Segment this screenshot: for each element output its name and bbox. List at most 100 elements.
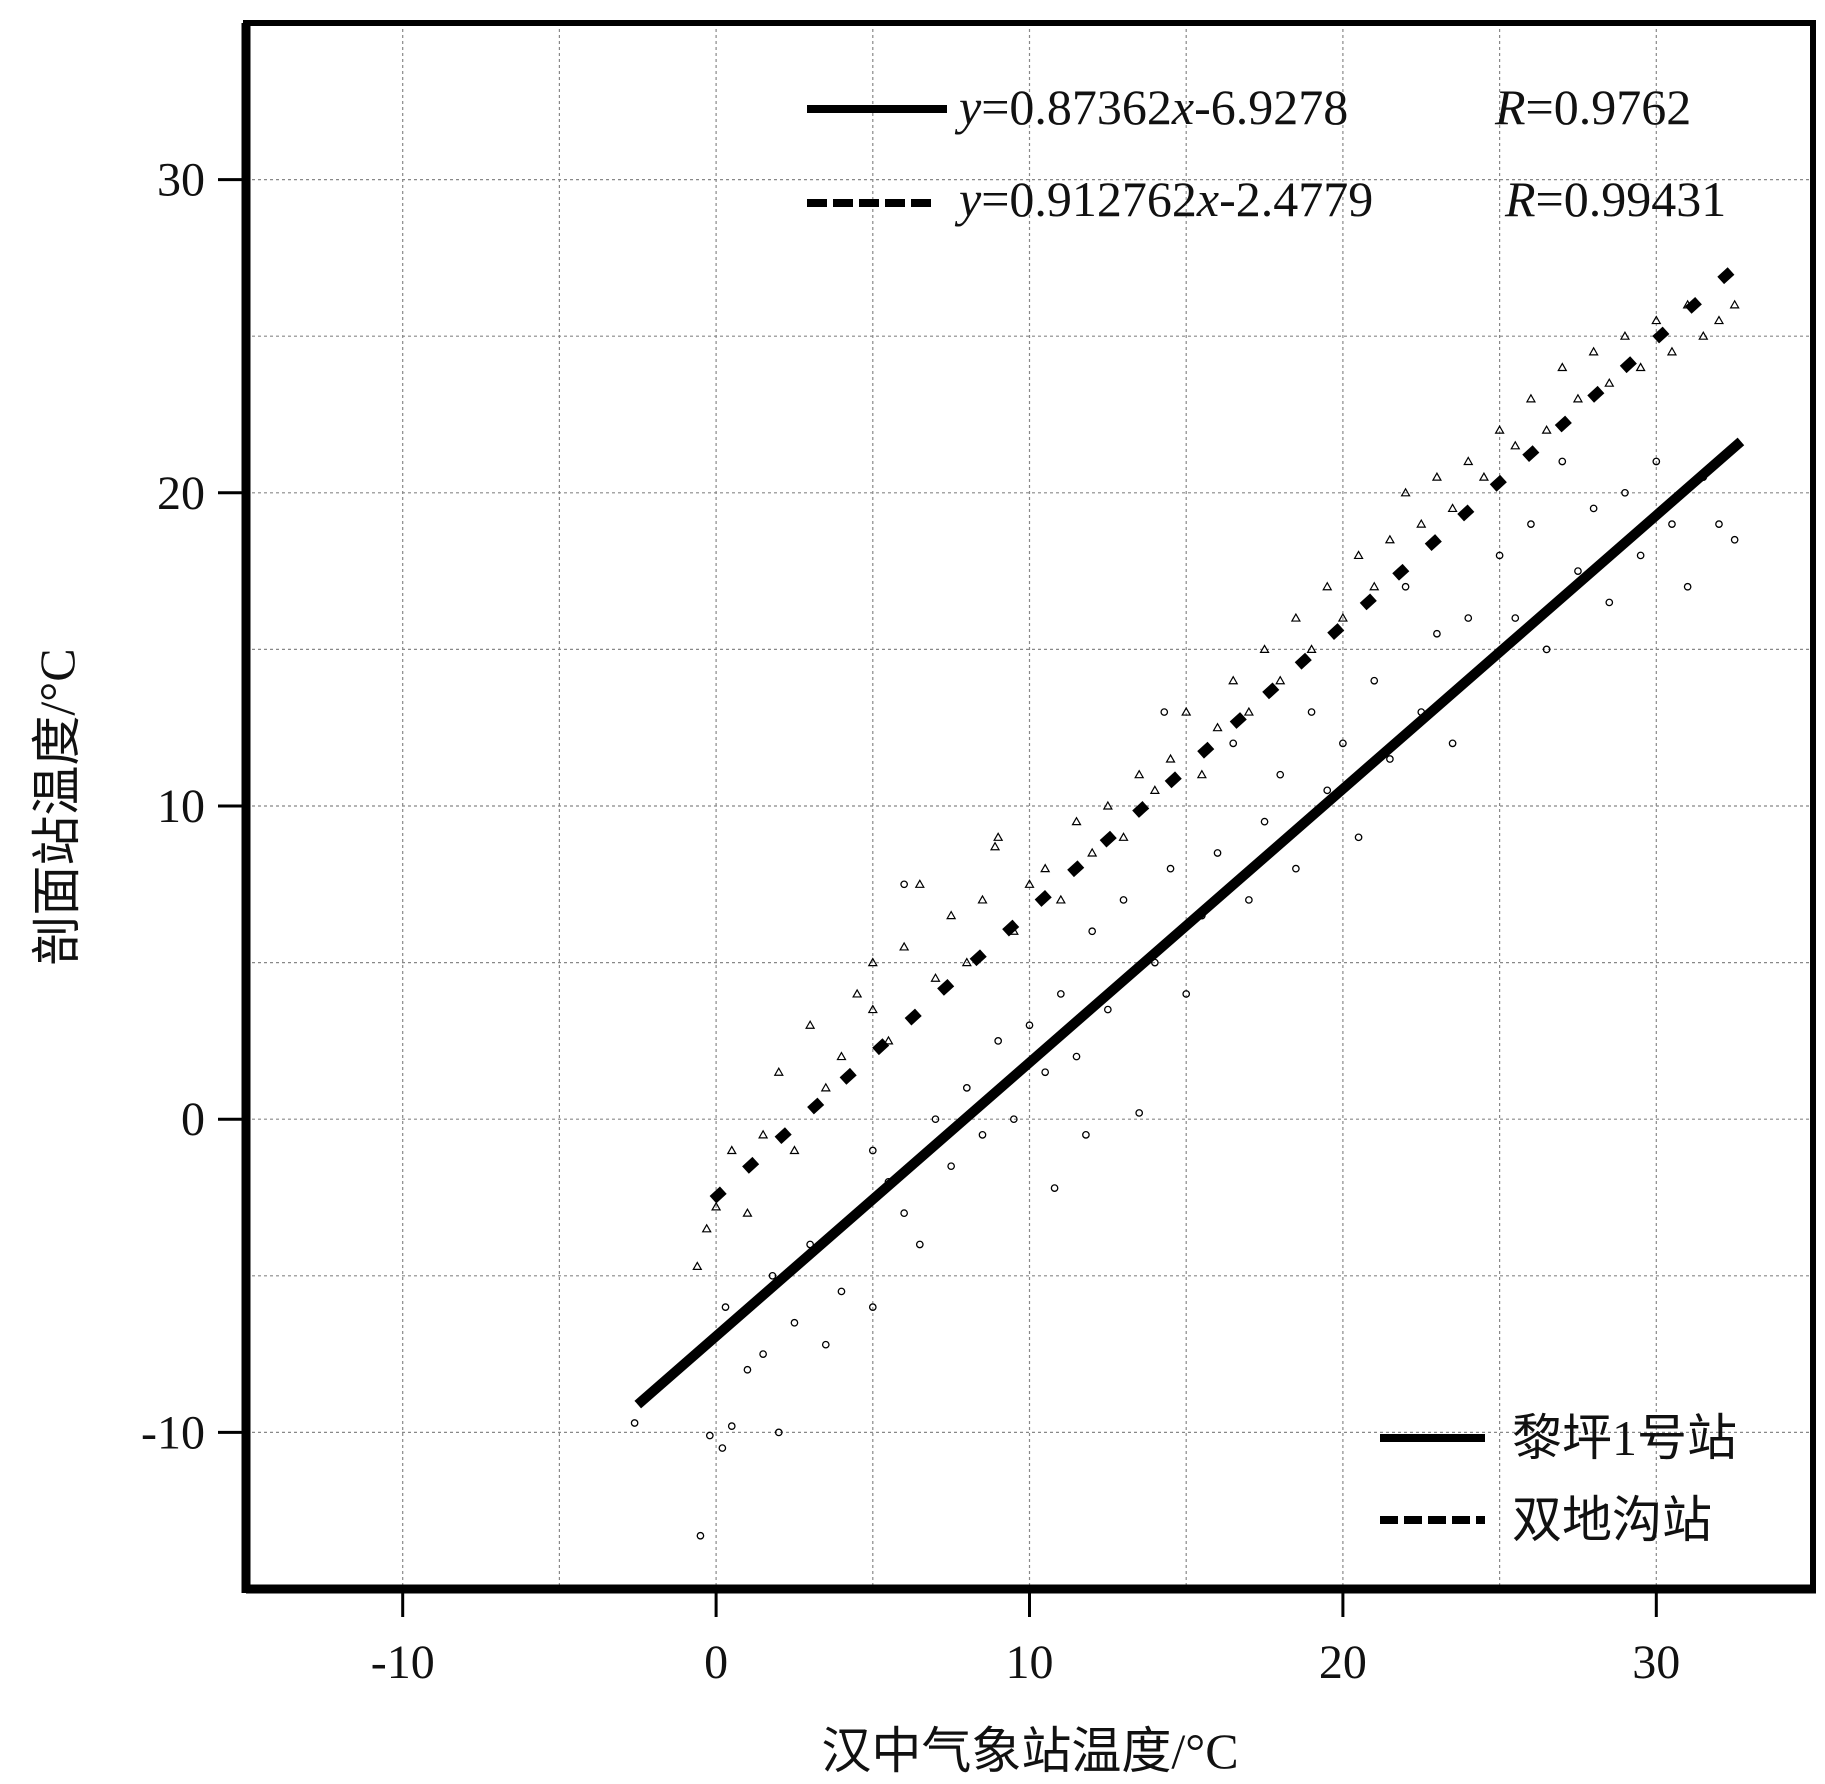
data-point-circle	[1056, 990, 1065, 998]
data-point-triangle	[711, 1201, 722, 1211]
data-point-triangle	[1243, 706, 1254, 716]
data-point-triangle	[820, 1082, 831, 1092]
data-point-triangle	[805, 1020, 816, 1029]
data-point-circle	[900, 880, 908, 889]
equation-2: y=0.912762x-2.4779	[954, 171, 1373, 227]
data-point-triangle	[692, 1261, 703, 1271]
legend-label-1: 黎坪1号站	[1512, 1410, 1737, 1466]
data-point-circle	[915, 1240, 924, 1249]
data-point-triangle	[914, 879, 925, 888]
data-point-circle	[994, 1037, 1003, 1045]
data-point-circle	[1135, 1109, 1144, 1117]
x-tick-label: -10	[371, 1636, 435, 1689]
data-point-triangle	[1651, 315, 1662, 325]
data-point-circle	[837, 1287, 846, 1296]
data-point-circle	[1009, 1115, 1018, 1124]
fit-line-dashed	[709, 258, 1745, 1204]
data-point-circle	[1370, 676, 1379, 685]
data-point-circle	[1166, 864, 1175, 873]
data-point-circle	[790, 1318, 799, 1327]
data-point-triangle	[1055, 894, 1066, 904]
data-point-circle	[1448, 739, 1457, 748]
data-point-triangle	[1181, 706, 1192, 716]
data-point-triangle	[1337, 612, 1348, 622]
data-point-circle	[868, 1303, 877, 1311]
data-point-triangle	[1572, 393, 1583, 403]
data-point-circle	[727, 1422, 736, 1430]
data-point-circle	[947, 1162, 956, 1171]
equation-legend: y=0.87362x-6.9278 R=0.9762 y=0.912762x-2…	[807, 79, 1726, 227]
data-point-circle	[721, 1303, 730, 1311]
data-point-triangle	[852, 988, 863, 998]
data-point-triangle	[899, 941, 910, 951]
data-point-triangle	[1604, 377, 1615, 387]
data-point-triangle	[1118, 832, 1129, 841]
data-point-circle	[1605, 598, 1614, 607]
data-point-triangle	[1447, 503, 1458, 513]
data-point-circle	[1260, 817, 1269, 826]
data-point-triangle	[1494, 424, 1505, 434]
data-point-circle	[1104, 1005, 1112, 1014]
data-point-circle	[696, 1531, 705, 1540]
data-point-triangle	[1416, 518, 1427, 528]
data-point-circle	[1292, 864, 1300, 873]
data-point-circle	[1636, 551, 1645, 560]
data-point-circle	[1160, 708, 1169, 716]
y-axis-title: 剖面站温度/°C	[29, 648, 85, 965]
r-value-2: R=0.99431	[1504, 171, 1726, 227]
data-point-circle	[1495, 551, 1504, 560]
data-point-triangle	[1306, 644, 1317, 654]
data-point-triangle	[1588, 346, 1599, 356]
data-point-circle	[1433, 629, 1441, 638]
data-point-triangle	[1087, 847, 1098, 857]
data-point-circle	[868, 1146, 877, 1155]
y-tick-label: 30	[157, 154, 205, 207]
x-tick-label: 10	[1006, 1636, 1054, 1689]
data-point-circle	[1354, 833, 1363, 842]
data-point-triangle	[1510, 440, 1521, 450]
data-point-circle	[1730, 535, 1739, 544]
data-point-circle	[1386, 755, 1394, 763]
grid	[246, 23, 1813, 1589]
data-point-circle	[1621, 488, 1629, 497]
data-point-triangle	[1525, 393, 1536, 403]
data-point-triangle	[1275, 675, 1286, 685]
data-point-triangle	[993, 832, 1004, 841]
data-point-circle	[630, 1419, 639, 1427]
data-point-triangle	[1149, 785, 1160, 794]
data-point-triangle	[867, 957, 878, 967]
data-point-circle	[1464, 614, 1473, 622]
data-point-circle	[768, 1271, 777, 1280]
data-point-triangle	[1619, 330, 1630, 340]
data-point-circle	[718, 1444, 727, 1452]
data-point-circle	[743, 1365, 752, 1374]
data-point-triangle	[1666, 346, 1678, 356]
x-tick-label: 20	[1319, 1636, 1367, 1689]
data-point-triangle	[989, 841, 1001, 851]
data-point-circle	[1668, 520, 1676, 528]
data-point-triangle	[1698, 330, 1709, 340]
data-point-triangle	[1102, 800, 1113, 810]
data-point-triangle	[883, 1035, 894, 1045]
data-point-triangle	[1134, 769, 1145, 779]
data-point-triangle	[1463, 456, 1474, 466]
data-point-triangle	[1165, 753, 1176, 763]
y-tick-label: -10	[141, 1406, 205, 1459]
data-point-circle	[978, 1131, 987, 1139]
data-point-circle	[1542, 645, 1551, 654]
data-point-circle	[1276, 770, 1285, 779]
data-point-triangle	[758, 1129, 769, 1139]
data-point-triangle	[1196, 769, 1207, 779]
data-point-triangle	[836, 1051, 847, 1061]
data-point-circle	[1323, 786, 1332, 795]
data-points	[630, 299, 1740, 1540]
data-point-triangle	[1212, 722, 1223, 732]
y-tick-label: 20	[157, 467, 205, 520]
data-point-triangle	[726, 1145, 737, 1155]
data-point-triangle	[1713, 315, 1725, 325]
series-legend: 黎坪1号站 双地沟站	[1380, 1410, 1737, 1548]
data-point-circle	[1245, 896, 1253, 904]
data-point-circle	[705, 1431, 714, 1440]
data-point-circle	[1589, 504, 1598, 513]
data-point-circle	[1307, 708, 1316, 716]
